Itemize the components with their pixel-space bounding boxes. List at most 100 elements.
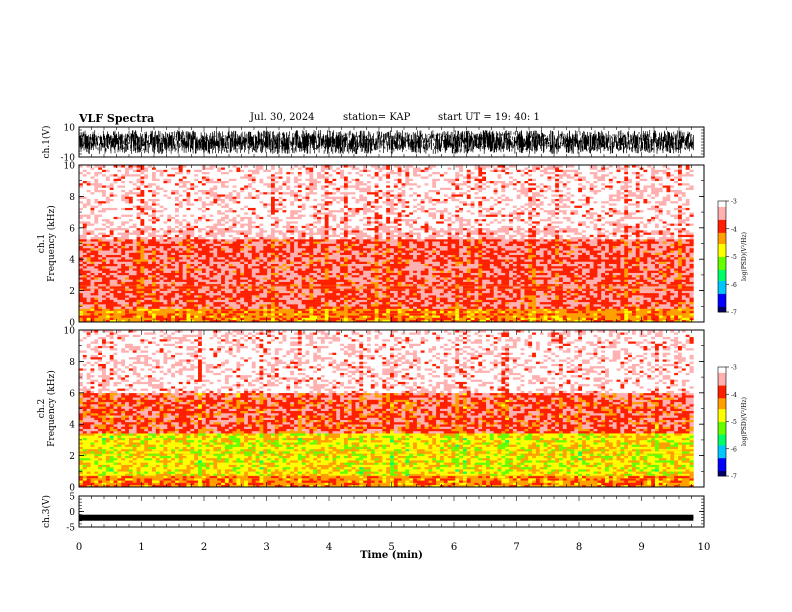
spectrogram-cell [313,274,318,278]
spectrogram-cell [171,234,176,238]
spectrogram-cell [309,221,314,224]
spectrogram-cell [317,200,322,204]
spectrogram-cell [140,317,145,321]
spectrogram-cell [274,279,279,282]
spectrogram-cell [267,198,272,202]
spectrogram-cell [79,256,84,260]
spectrogram-cell [79,268,84,271]
spectrogram-cell [128,218,134,222]
spectrogram-cell [332,216,337,220]
spectrogram-cell [194,241,199,244]
spectrogram-cell [167,315,172,318]
spectrogram-cell [186,281,191,285]
spectrogram-cell [290,180,295,184]
spectrogram-cell [117,272,122,276]
spectrogram-cell [270,198,276,202]
spectrogram-cell [132,194,137,197]
spectrogram-cell [274,234,279,238]
spectrogram-cell [175,176,180,179]
spectrogram-cell [109,277,114,280]
spectrogram-cell [140,297,145,300]
spectrogram-cell [128,230,134,233]
spectrogram-cell [278,270,283,273]
spectrogram-cell [209,221,214,224]
spectrogram-cell [309,306,314,309]
spectrogram-cell [297,286,303,289]
spectrogram-cell [240,274,245,278]
spectrogram-cell [90,165,95,168]
spectrogram-cell [270,167,276,170]
spectrogram-cell [294,256,299,260]
spectrogram-cell [178,203,183,206]
spectrogram-cell [232,187,237,190]
spectrogram-cell [240,295,245,298]
spectrogram-cell [109,221,114,224]
spectrogram-cell [163,182,168,186]
spectrogram-cell [313,187,318,190]
spectrogram-cell [125,191,130,195]
spectrogram-cell [140,268,145,271]
spectrogram-cell [270,277,276,280]
spectrogram-cell [255,189,260,193]
spectrogram-cell [82,187,87,190]
spectrogram-cell [336,261,341,264]
spectrogram-cell [148,171,153,175]
spectrogram-cell [332,256,337,260]
spectrogram-cell [144,218,149,222]
spectrogram-cell [198,268,203,271]
spectrogram-cell [175,270,180,273]
spectrogram-cell [94,315,99,318]
spectrogram-cell [201,225,207,229]
spectrogram-cell [90,203,95,206]
spectrogram-cell [305,205,310,208]
spectrogram-cell [328,277,333,280]
spectrogram-cell [117,209,122,213]
spectrogram-cell [140,171,145,175]
spectrogram-cell [132,185,137,188]
spectrogram-cell [102,310,107,314]
spectrogram-cell [94,313,99,316]
spectrogram-cell [332,225,337,229]
spectrogram-cell [186,313,191,316]
spectrogram-cell [128,189,134,193]
spectrogram-cell [324,297,329,300]
spectrogram-cell [136,203,141,206]
spectrogram-cell [320,234,326,238]
spectrogram-cell [320,277,326,280]
spectrogram-cell [90,227,95,231]
spectrogram-cell [301,200,306,204]
spectrogram-cell [324,234,329,238]
spectrogram-cell [263,290,268,294]
spectrogram-cell [251,227,256,231]
spectrogram-cell [236,261,241,264]
spectrogram-cell [113,272,118,276]
spectrogram-cell [332,306,337,309]
spectrogram-cell [301,214,306,217]
spectrogram-cell [328,218,333,222]
spectrogram-cell [105,167,111,170]
spectrogram-cell [205,185,210,188]
spectrogram-cell [228,232,233,235]
spectrogram-cell [151,189,157,193]
spectrogram-cell [336,313,341,316]
spectrogram-cell [240,173,245,177]
spectrogram-cell [190,286,195,289]
spectrogram-cell [94,171,99,175]
spectrogram-cell [251,216,256,220]
spectrogram-cell [317,256,322,260]
spectrogram-cell [155,241,160,244]
spectrogram-cell [128,225,134,229]
spectrogram-cell [278,194,283,197]
spectrogram-cell [125,178,130,181]
spectrogram-cell [167,277,172,280]
spectrogram-cell [159,315,164,318]
spectrogram-cell [102,268,107,271]
spectrogram-cell [198,178,203,181]
spectrogram-cell [270,252,276,256]
spectrogram-cell [178,304,183,307]
spectrogram-cell [105,223,111,226]
spectrogram-cell [305,200,310,204]
spectrogram-cell [175,274,180,278]
spectrogram-cell [194,313,199,316]
spectrogram-cell [332,223,337,226]
